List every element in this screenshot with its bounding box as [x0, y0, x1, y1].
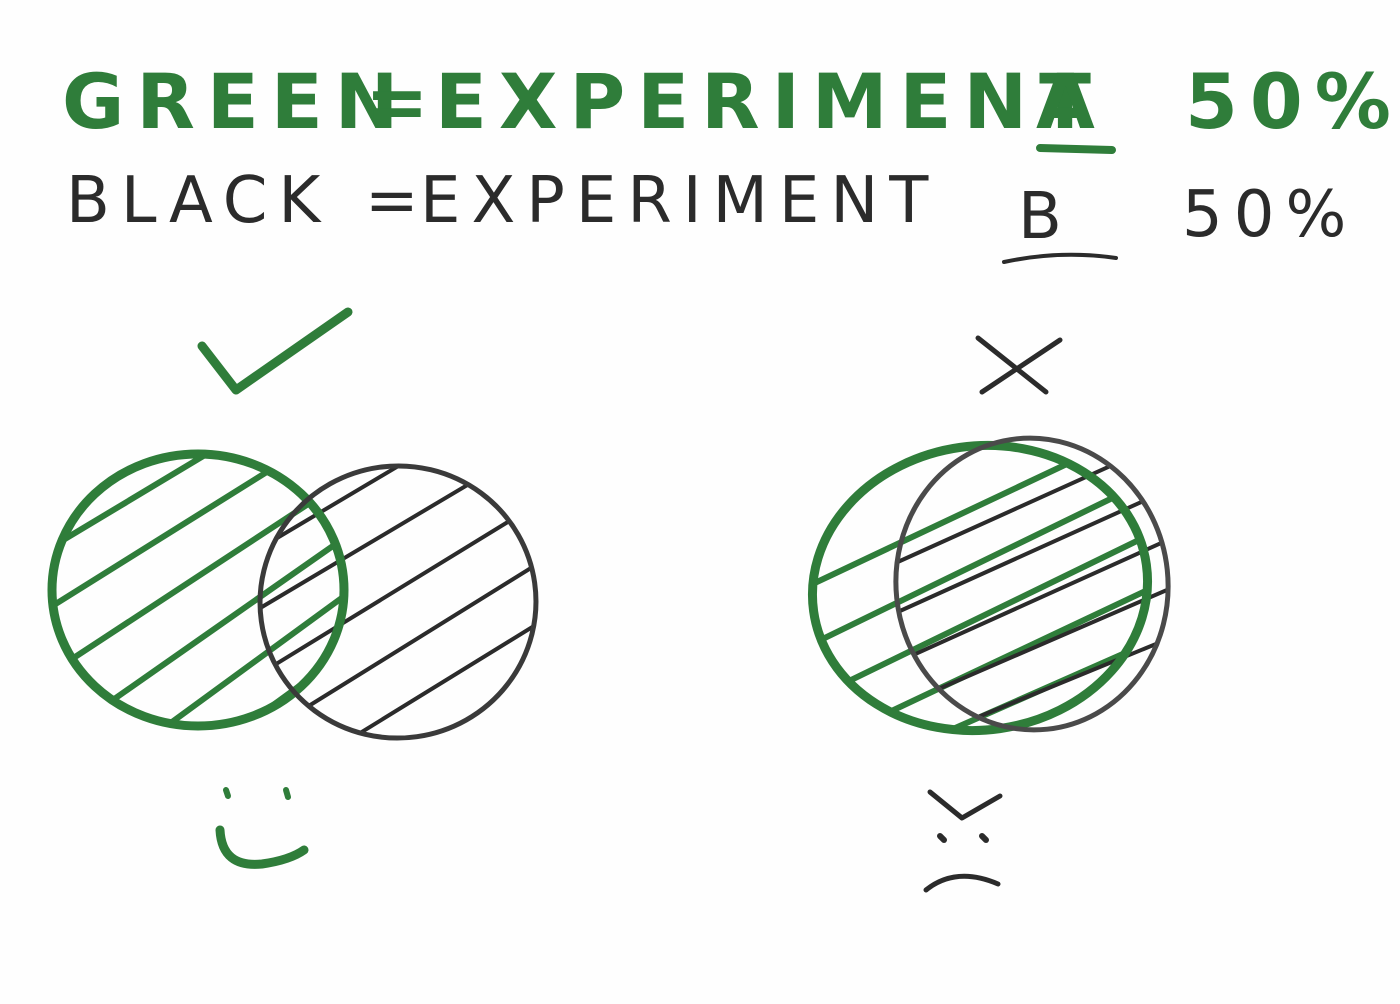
legend-black-word: EXPERIMENT — [420, 164, 939, 238]
legend-green-letter-underline — [1036, 144, 1116, 154]
legend-green-word: EXPERIMENT — [435, 57, 1103, 146]
green-circle-left — [47, 449, 349, 731]
angry-face-icon — [923, 789, 1003, 893]
diagram-large-overlap — [797, 335, 1183, 893]
legend-black-letter: B — [1018, 180, 1073, 254]
smiley-face-icon — [215, 787, 309, 869]
legend-row-green: GREEN = EXPERIMENT A 50% — [62, 57, 1400, 154]
legend-black-label: BLACK — [66, 164, 331, 238]
legend-black-percent: 50% — [1182, 178, 1357, 252]
diagram-small-overlap — [47, 307, 554, 869]
check-icon — [197, 307, 353, 395]
black-circle-right — [893, 435, 1171, 733]
legend-green-label: GREEN — [62, 57, 410, 146]
legend-black-equals: = — [365, 164, 430, 238]
black-circle-left — [257, 463, 539, 741]
green-circle-right — [807, 440, 1153, 736]
black-hatching-right — [881, 428, 1183, 744]
legend-black-letter-underline — [1002, 252, 1118, 264]
legend-green-letter: A — [1036, 57, 1107, 146]
legend-green-equals: = — [365, 57, 441, 146]
green-hatching-left — [52, 454, 344, 726]
green-hatching-right — [797, 424, 1167, 752]
x-icon — [975, 335, 1063, 395]
legend-green-percent: 50% — [1185, 57, 1400, 146]
legend-row-black: BLACK = EXPERIMENT B 50% — [66, 164, 1357, 264]
